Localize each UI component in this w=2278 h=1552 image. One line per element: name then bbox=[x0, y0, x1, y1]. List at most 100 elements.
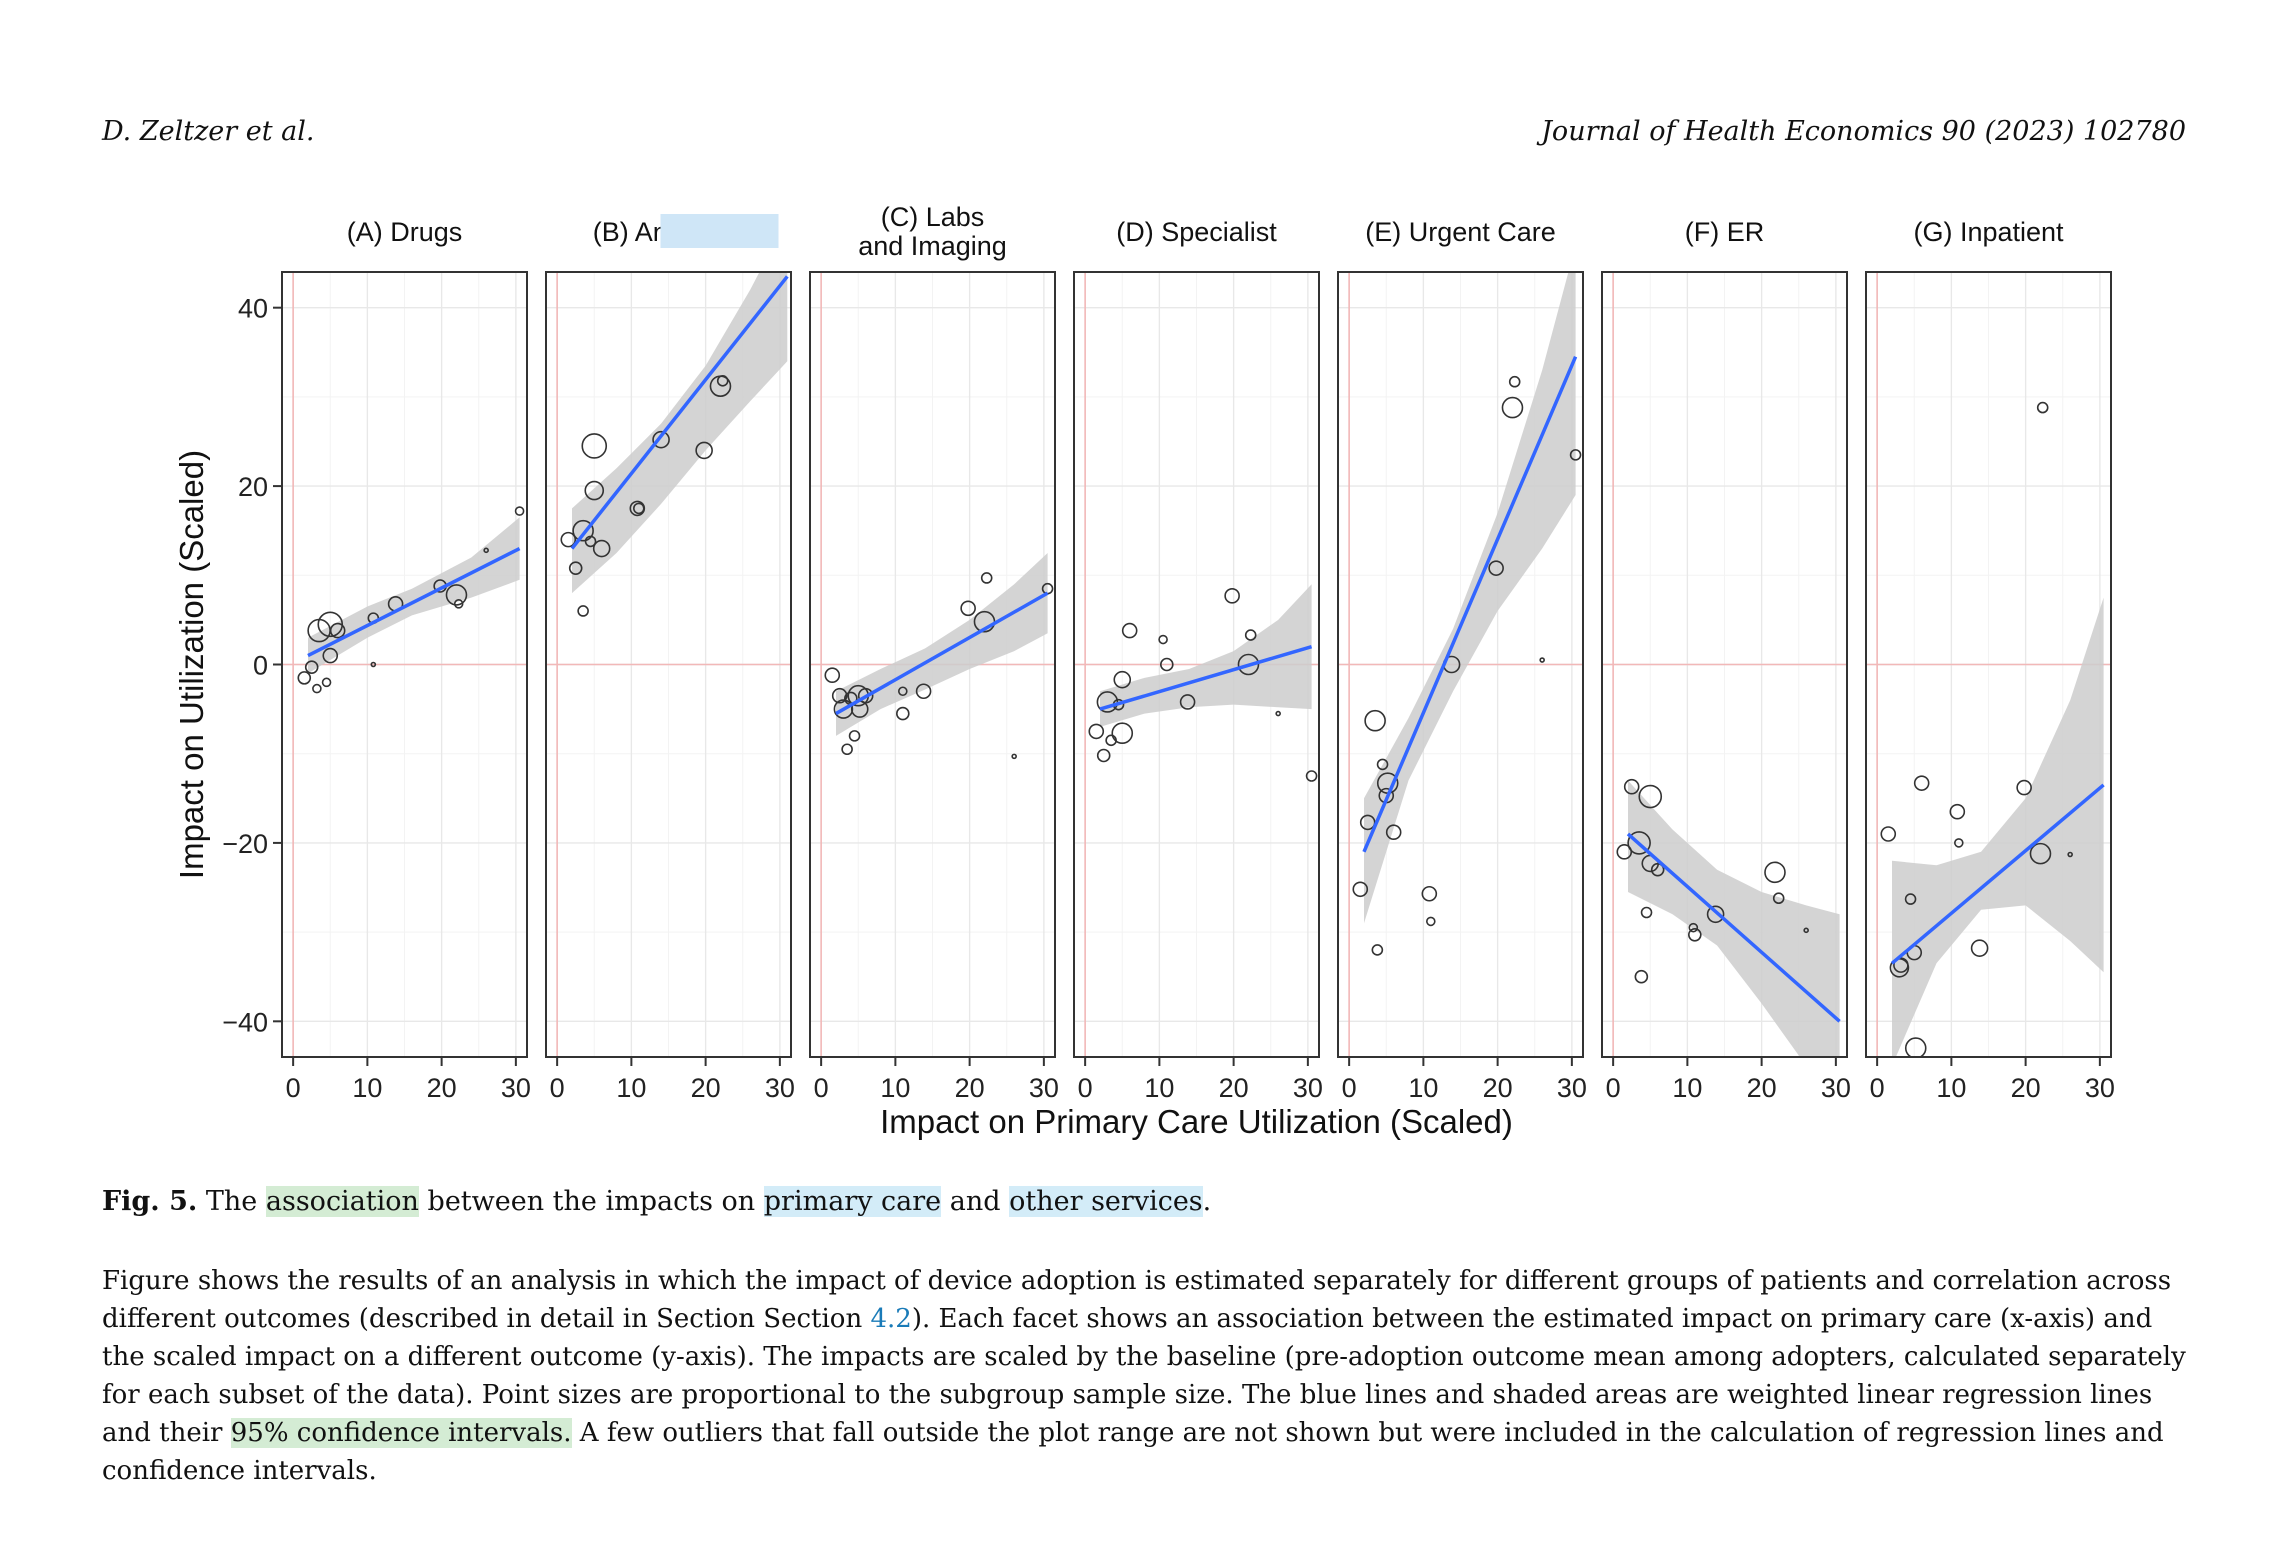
caption-text: and bbox=[949, 1186, 1001, 1217]
data-point bbox=[592, 539, 611, 558]
panel-plot-area bbox=[1074, 272, 1319, 1057]
data-point bbox=[1364, 709, 1386, 732]
data-point bbox=[312, 683, 322, 694]
confidence-band bbox=[1100, 584, 1312, 727]
x-tick-label: 10 bbox=[616, 1073, 646, 1103]
facet-title: (F) ER bbox=[1685, 217, 1764, 247]
data-point bbox=[577, 605, 589, 617]
description-text: Figure shows the results of an analysis … bbox=[102, 1266, 2172, 1334]
data-point bbox=[1385, 824, 1402, 841]
y-tick-label: 20 bbox=[238, 472, 268, 502]
confidence-band bbox=[572, 272, 788, 594]
data-point bbox=[1488, 560, 1504, 576]
panel-plot-area bbox=[810, 272, 1055, 1057]
data-point bbox=[483, 547, 489, 554]
x-tick-label: 10 bbox=[1144, 1073, 1174, 1103]
data-point bbox=[1891, 1061, 1901, 1071]
data-point bbox=[1539, 657, 1545, 663]
section-link[interactable]: 4.2 bbox=[870, 1304, 912, 1334]
x-tick-label: 10 bbox=[352, 1073, 382, 1103]
data-point bbox=[568, 561, 583, 575]
x-tick-label: 30 bbox=[2085, 1073, 2115, 1103]
data-point bbox=[1096, 748, 1111, 763]
data-point bbox=[1634, 969, 1649, 984]
data-point bbox=[1426, 916, 1436, 927]
data-point bbox=[445, 584, 468, 606]
panel-border bbox=[1601, 271, 1848, 1058]
data-point bbox=[1893, 957, 1909, 973]
confidence-band bbox=[836, 553, 1048, 736]
data-point bbox=[1111, 722, 1134, 744]
data-point bbox=[1623, 778, 1640, 795]
regression-line bbox=[1362, 356, 1578, 853]
facet-title: (C) Labs and Imaging bbox=[858, 202, 1007, 261]
x-tick-label: 30 bbox=[1293, 1073, 1323, 1103]
caption-text: The bbox=[205, 1186, 258, 1217]
x-tick-label: 30 bbox=[1821, 1073, 1851, 1103]
running-head-authors: D. Zeltzer et al. bbox=[102, 116, 315, 147]
x-tick-label: 20 bbox=[1219, 1073, 1249, 1103]
data-point bbox=[2016, 779, 2032, 796]
data-point bbox=[2029, 842, 2052, 865]
y-tick-label: −20 bbox=[222, 829, 268, 859]
x-tick-label: 10 bbox=[1408, 1073, 1438, 1103]
facet-title-line: and Imaging bbox=[858, 231, 1007, 261]
x-tick-label: 30 bbox=[1557, 1073, 1587, 1103]
data-point bbox=[1237, 653, 1260, 676]
data-point bbox=[1113, 670, 1132, 689]
data-point bbox=[1011, 753, 1017, 760]
data-point bbox=[1616, 844, 1633, 860]
data-point bbox=[1179, 694, 1196, 710]
data-point bbox=[1275, 710, 1281, 717]
confidence-band bbox=[1364, 272, 1576, 924]
data-point bbox=[1803, 927, 1809, 934]
y-tick-label: 0 bbox=[253, 651, 268, 681]
data-point bbox=[960, 600, 976, 617]
facet-panel: (G) Inpatient 0 10 20 30 bbox=[1865, 217, 2115, 1103]
data-point bbox=[1305, 770, 1318, 782]
data-point bbox=[915, 683, 932, 700]
regression-line bbox=[835, 591, 1049, 716]
data-point bbox=[831, 687, 848, 704]
x-tick-label: 30 bbox=[1029, 1073, 1059, 1103]
data-point bbox=[1706, 905, 1725, 924]
data-point bbox=[1158, 634, 1168, 645]
x-tick-label: 0 bbox=[550, 1073, 565, 1103]
data-point bbox=[560, 531, 577, 548]
data-point bbox=[841, 743, 853, 756]
x-tick-label: 10 bbox=[880, 1073, 910, 1103]
data-point bbox=[896, 706, 910, 721]
caption-text: between the impacts on bbox=[427, 1186, 756, 1217]
description-text: ). Each facet shows an association betwe… bbox=[102, 1304, 2186, 1448]
caption-highlight-association: association bbox=[265, 1186, 419, 1217]
x-tick-label: 20 bbox=[691, 1073, 721, 1103]
data-point bbox=[1638, 784, 1663, 809]
x-tick-label: 0 bbox=[1342, 1073, 1357, 1103]
regression-line bbox=[570, 275, 789, 550]
x-tick-label: 20 bbox=[427, 1073, 457, 1103]
facet-panel: (C) Labs and Imaging 0 10 20 30 bbox=[809, 202, 1059, 1103]
data-point bbox=[1772, 892, 1785, 905]
x-tick-label: 0 bbox=[286, 1073, 301, 1103]
panel-border bbox=[281, 271, 528, 1058]
description-text: A few outliers that fall outside the plo… bbox=[102, 1418, 2164, 1486]
data-point bbox=[1096, 691, 1119, 713]
data-point bbox=[370, 661, 377, 668]
data-point bbox=[1949, 803, 1966, 820]
facet-title-highlight bbox=[660, 214, 779, 248]
x-tick-label: 0 bbox=[1870, 1073, 1885, 1103]
panel-border bbox=[809, 271, 1056, 1058]
facet-panel: (E) Urgent Care 0 10 20 30 bbox=[1337, 217, 1587, 1103]
data-point bbox=[297, 671, 312, 685]
data-point bbox=[1650, 862, 1665, 877]
data-point bbox=[633, 502, 645, 515]
x-tick-label: 10 bbox=[1672, 1073, 1702, 1103]
data-point bbox=[1913, 775, 1930, 791]
facet-panel: (A) Drugs 0 10 20 30 bbox=[281, 217, 531, 1103]
x-tick-label: 0 bbox=[1078, 1073, 1093, 1103]
panel-border bbox=[545, 271, 792, 1058]
data-point bbox=[1640, 906, 1653, 919]
data-point bbox=[1088, 723, 1105, 740]
figure-caption: Fig. 5. The association between the impa… bbox=[102, 1186, 2188, 1217]
